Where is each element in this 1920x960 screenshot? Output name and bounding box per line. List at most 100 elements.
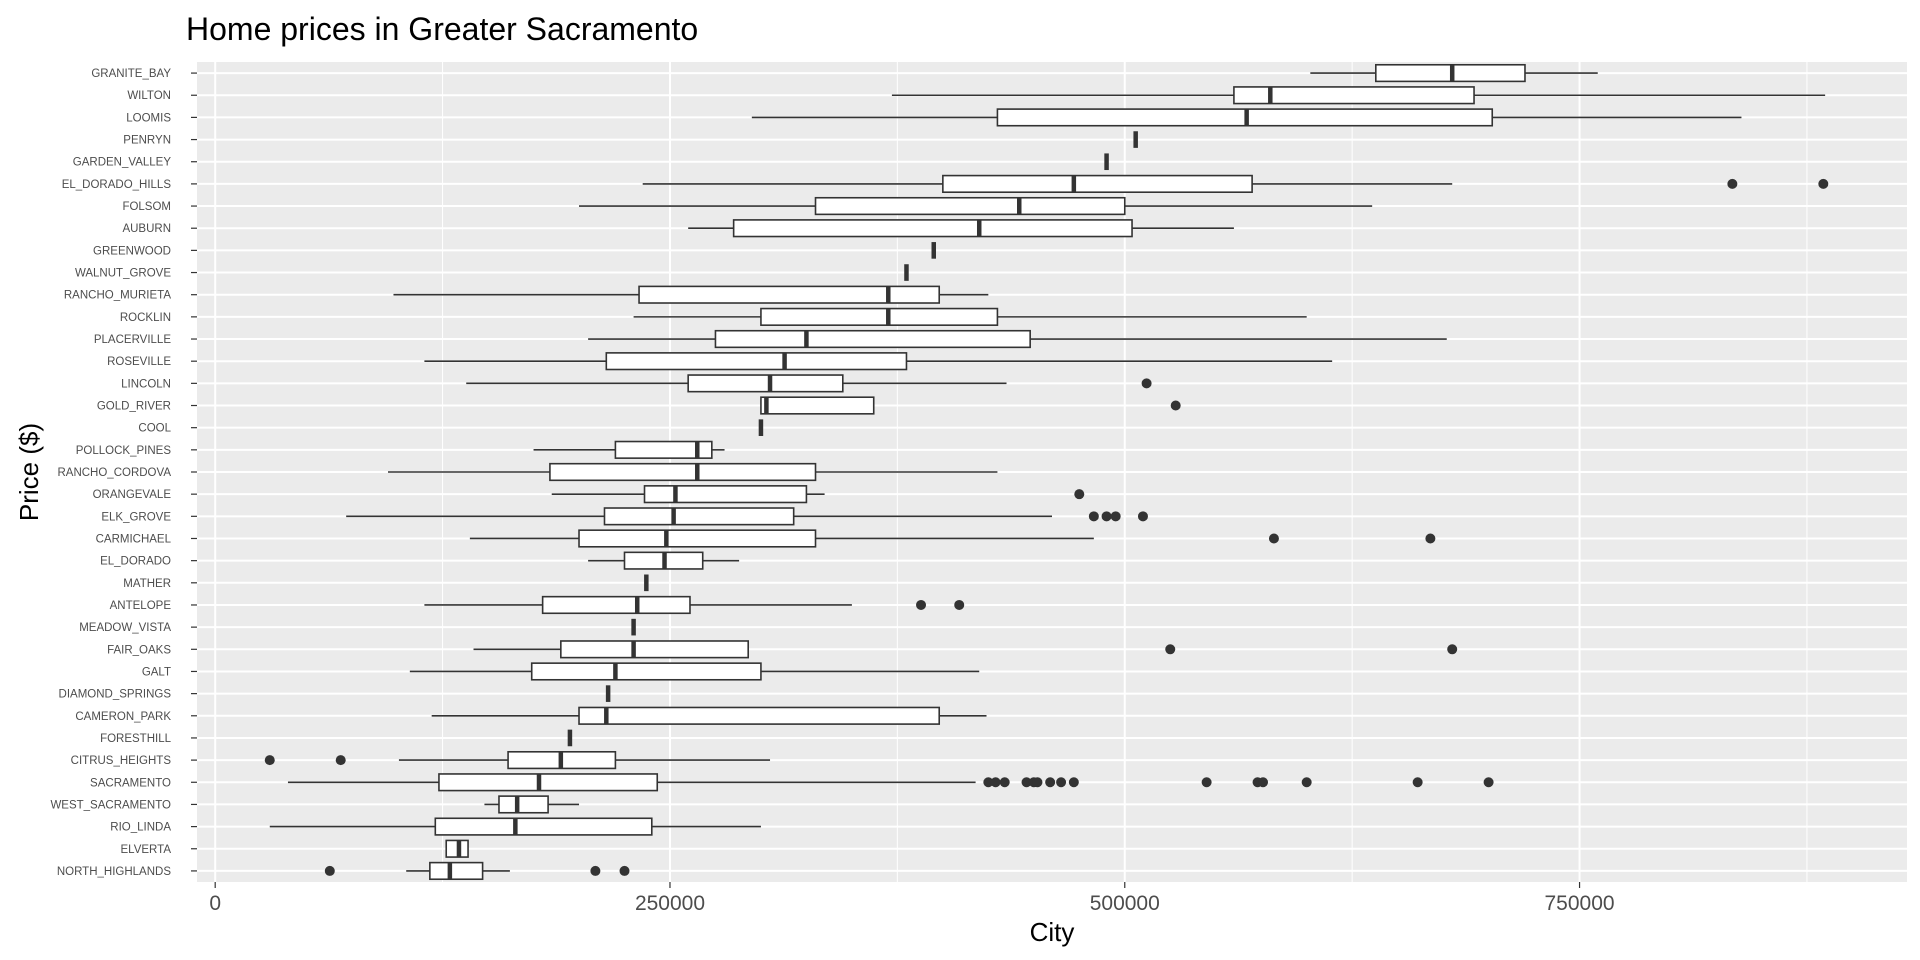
- outlier-point: [264, 755, 275, 766]
- iqr-box: [760, 307, 999, 326]
- box-rancho-cordova: [388, 462, 998, 482]
- y-tick-label: LINCOLN: [121, 378, 171, 390]
- y-tick-label: PLACERVILLE: [94, 334, 171, 346]
- y-tick-label: RIO_LINDA: [110, 822, 171, 834]
- y-tick-labels: GRANITE_BAY WILTON LOOMIS PENRYN GARDEN_VALL…: [50, 68, 197, 878]
- box-sacramento: [287, 773, 1494, 792]
- outlier-point: [1021, 777, 1032, 788]
- y-tick-label: GRANITE_BAY: [91, 68, 171, 80]
- iqr-box: [614, 440, 713, 459]
- iqr-box: [541, 595, 691, 615]
- boxes-layer: [264, 63, 1829, 881]
- y-tick-label: GREENWOOD: [93, 245, 171, 257]
- box-gold-river: [760, 396, 1181, 415]
- outlier-point: [1032, 777, 1043, 788]
- outlier-point: [954, 599, 965, 610]
- y-tick-label: FOLSOM: [122, 201, 171, 213]
- box-el-dorado-hills: [642, 174, 1829, 194]
- iqr-box: [498, 795, 549, 814]
- box-placerville: [588, 329, 1447, 349]
- outlier-point: [1137, 511, 1148, 522]
- box-fair-oaks: [473, 640, 1458, 659]
- iqr-box: [814, 196, 1126, 216]
- chart-title: Home prices in Greater Sacramento: [186, 11, 698, 47]
- iqr-box: [714, 329, 1031, 349]
- outlier-point: [1258, 777, 1269, 788]
- y-tick-label: MEADOW_VISTA: [79, 622, 171, 634]
- outlier-point: [1074, 489, 1085, 500]
- outlier-point: [990, 777, 1001, 788]
- box-orangevale: [551, 485, 1085, 504]
- y-tick-label: POLLOCK_PINES: [76, 445, 172, 457]
- y-tick-label: SACRAMENTO: [90, 777, 171, 789]
- box-auburn: [688, 219, 1234, 238]
- outlier-point: [1141, 378, 1152, 389]
- box-elverta: [445, 839, 469, 858]
- box-west-sacramento: [484, 795, 580, 814]
- y-tick-label: ROCKLIN: [120, 312, 171, 324]
- outlier-point: [1088, 511, 1099, 522]
- box-elk-grove: [346, 507, 1148, 526]
- iqr-box: [603, 507, 795, 526]
- iqr-box: [549, 462, 817, 482]
- y-tick-label: CITRUS_HEIGHTS: [71, 755, 172, 767]
- outlier-point: [324, 865, 335, 876]
- y-tick-label: EL_DORADO: [100, 556, 171, 568]
- outlier-point: [335, 755, 346, 766]
- outlier-point: [1056, 777, 1067, 788]
- iqr-box: [438, 773, 659, 792]
- outlier-point: [1425, 533, 1436, 544]
- outlier-point: [1818, 178, 1829, 189]
- box-antelope: [424, 595, 965, 615]
- box-rancho-murieta: [393, 285, 989, 304]
- box-folsom: [579, 196, 1373, 216]
- y-tick-label: GOLD_RIVER: [97, 401, 171, 413]
- box-rocklin: [633, 307, 1307, 326]
- box-lincoln: [466, 374, 1152, 393]
- outlier-point: [999, 777, 1010, 788]
- y-tick-label: EL_DORADO_HILLS: [62, 179, 172, 191]
- y-tick-label: ELVERTA: [121, 844, 172, 856]
- outlier-point: [590, 865, 601, 876]
- box-carmichael: [469, 529, 1436, 548]
- outlier-point: [1268, 533, 1279, 544]
- outlier-point: [1101, 511, 1112, 522]
- outlier-point: [1412, 777, 1423, 788]
- iqr-box: [560, 640, 750, 659]
- outlier-point: [1201, 777, 1212, 788]
- y-tick-label: WALNUT_GROVE: [75, 268, 171, 280]
- box-galt: [409, 662, 980, 681]
- box-granite-bay: [1310, 63, 1598, 83]
- y-tick-label: WILTON: [127, 90, 171, 102]
- y-tick-label: AUBURN: [122, 223, 171, 235]
- y-axis-title: Price ($): [14, 423, 44, 521]
- y-tick-label: FORESTHILL: [100, 733, 172, 745]
- iqr-box: [578, 529, 817, 548]
- y-tick-label: WEST_SACRAMENTO: [50, 799, 171, 811]
- box-north-highlands: [324, 861, 630, 881]
- y-tick-label: CARMICHAEL: [96, 533, 172, 545]
- iqr-box: [942, 174, 1253, 194]
- iqr-box: [1233, 86, 1475, 105]
- x-tick-label: 500000: [1090, 892, 1160, 915]
- outlier-point: [983, 777, 994, 788]
- outlier-point: [619, 865, 630, 876]
- outlier-point: [916, 599, 927, 610]
- outlier-point: [1068, 777, 1079, 788]
- iqr-box: [434, 817, 653, 836]
- box-el-dorado: [588, 551, 740, 570]
- x-tick-label: 750000: [1545, 892, 1615, 915]
- y-tick-label: NORTH_HIGHLANDS: [57, 866, 171, 878]
- y-tick-label: ELK_GROVE: [101, 511, 171, 523]
- y-tick-label: GALT: [142, 666, 171, 678]
- box-cameron-park: [431, 706, 987, 725]
- y-tick-label: RANCHO_MURIETA: [64, 290, 171, 302]
- y-tick-label: ORANGEVALE: [93, 489, 172, 501]
- outlier-point: [1110, 511, 1121, 522]
- x-tick-label: 0: [209, 892, 221, 915]
- x-tick-label: 250000: [635, 892, 705, 915]
- outlier-point: [1447, 644, 1458, 655]
- outlier-point: [1301, 777, 1312, 788]
- iqr-box: [578, 706, 941, 725]
